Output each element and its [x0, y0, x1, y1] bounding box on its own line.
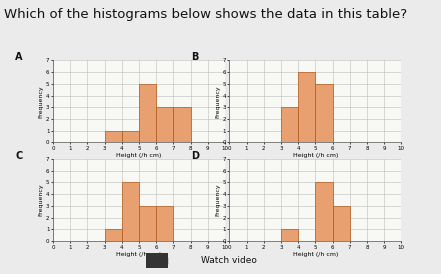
Bar: [146, 253, 168, 268]
Bar: [173, 107, 191, 142]
Bar: [333, 206, 350, 241]
Bar: [281, 229, 298, 241]
Bar: [156, 206, 173, 241]
X-axis label: Height (/h cm): Height (/h cm): [116, 252, 161, 257]
Bar: [139, 206, 156, 241]
Text: D: D: [191, 151, 199, 161]
Y-axis label: Frequency: Frequency: [215, 85, 220, 118]
Y-axis label: Frequency: Frequency: [39, 184, 44, 216]
Text: ◼: ◼: [160, 255, 168, 265]
Bar: [105, 131, 122, 142]
Bar: [122, 182, 139, 241]
Bar: [105, 229, 122, 241]
Y-axis label: Frequency: Frequency: [215, 184, 220, 216]
X-axis label: Height (/h cm): Height (/h cm): [116, 153, 161, 158]
Text: C: C: [15, 151, 22, 161]
Bar: [122, 131, 139, 142]
Text: A: A: [15, 52, 22, 62]
Bar: [281, 107, 298, 142]
Text: Watch video: Watch video: [202, 256, 257, 265]
Text: Which of the histograms below shows the data in this table?: Which of the histograms below shows the …: [4, 8, 407, 21]
Text: B: B: [191, 52, 199, 62]
X-axis label: Height (/h cm): Height (/h cm): [293, 153, 338, 158]
X-axis label: Height (/h cm): Height (/h cm): [293, 252, 338, 257]
Bar: [298, 72, 315, 142]
Bar: [315, 84, 333, 142]
Bar: [139, 84, 156, 142]
Bar: [156, 107, 173, 142]
Y-axis label: Frequency: Frequency: [39, 85, 44, 118]
Bar: [315, 182, 333, 241]
